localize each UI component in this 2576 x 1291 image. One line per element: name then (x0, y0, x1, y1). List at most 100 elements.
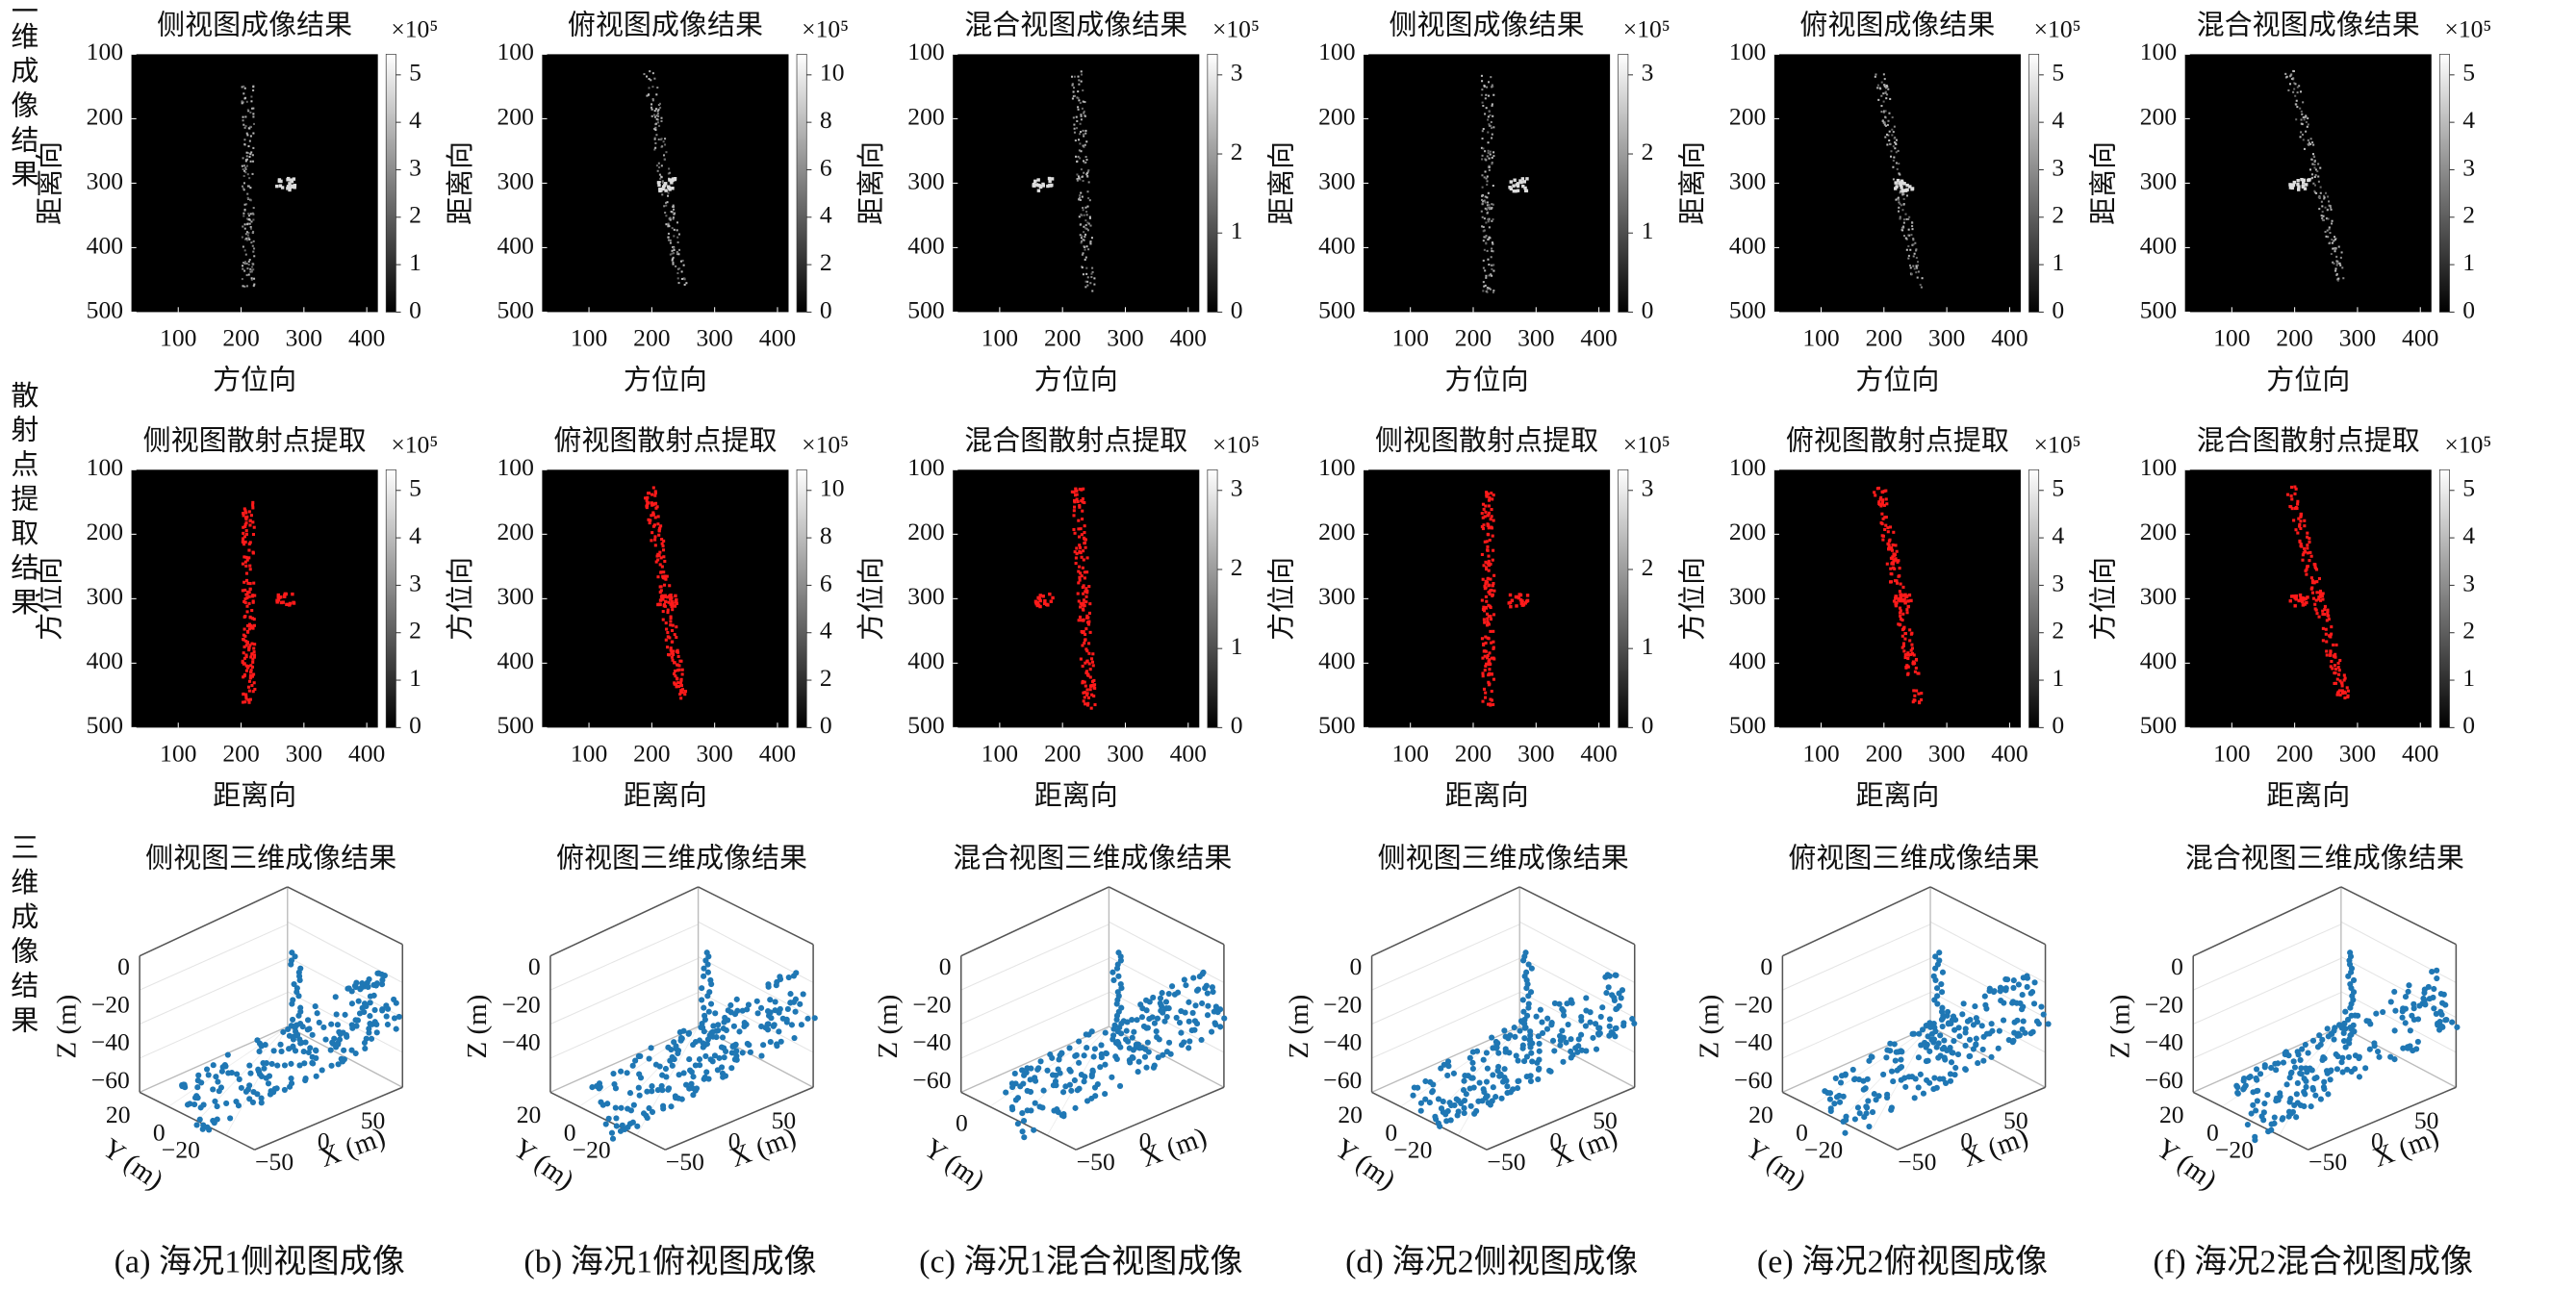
point (2312, 1092, 2319, 1099)
texture (659, 177, 662, 180)
x-tick-label: 200 (222, 323, 259, 351)
point (2442, 1017, 2449, 1024)
point (2341, 1020, 2348, 1027)
texture (1488, 538, 1492, 543)
texture (1486, 548, 1490, 552)
point (1440, 1098, 1446, 1105)
texture (1901, 642, 1906, 646)
colorbar-tick-label: 0 (409, 711, 421, 739)
texture (1483, 540, 1487, 544)
point (1568, 1048, 1574, 1055)
texture (2328, 200, 2331, 203)
point (2339, 1069, 2346, 1076)
texture (2317, 180, 2320, 183)
texture (1900, 189, 1905, 193)
axis-box (960, 886, 1109, 957)
texture (2341, 266, 2344, 269)
point (1137, 1001, 1144, 1008)
point (1032, 1075, 1038, 1081)
texture (1889, 97, 1892, 100)
texture (1898, 172, 1900, 175)
texture (2329, 241, 2332, 244)
texture (673, 177, 676, 182)
texture (244, 653, 248, 657)
texture (673, 235, 676, 238)
axis-box (1075, 1086, 1225, 1151)
texture (1900, 179, 1904, 183)
texture (286, 187, 290, 190)
texture (1078, 615, 1083, 619)
texture (1525, 177, 1529, 181)
texture (2334, 269, 2337, 272)
texture (1484, 641, 1488, 646)
texture (1884, 489, 1888, 493)
x-tick-label: 50 (1593, 1106, 1618, 1134)
texture (1916, 266, 1919, 269)
point (2020, 1003, 2027, 1010)
texture (1086, 205, 1089, 208)
texture (2293, 604, 2297, 608)
texture (1492, 646, 1495, 649)
texture (2340, 692, 2344, 696)
texture (666, 608, 670, 612)
texture (1882, 503, 1886, 507)
texture (1917, 270, 1920, 273)
point (710, 1023, 717, 1029)
texture (2296, 86, 2299, 89)
texture (1484, 201, 1487, 204)
texture (2332, 654, 2335, 658)
point (635, 1084, 642, 1091)
texture (2313, 175, 2316, 178)
texture (2338, 658, 2342, 663)
z-tick-label: 0 (1350, 952, 1363, 980)
point (191, 1095, 199, 1101)
texture (1489, 614, 1492, 619)
texture (681, 277, 684, 281)
texture (1071, 83, 1074, 86)
point (1551, 1000, 1558, 1007)
point (1442, 1111, 1449, 1118)
texture (250, 270, 253, 273)
texture (1080, 191, 1083, 194)
point (2405, 988, 2411, 995)
point (2433, 1010, 2439, 1017)
point (2248, 1110, 2255, 1117)
z-tick-label: 0 (528, 952, 541, 980)
point (632, 1057, 639, 1064)
point (309, 1059, 316, 1067)
colorbar-tick-label: 10 (820, 59, 845, 87)
point (1983, 1030, 1990, 1037)
texture (678, 693, 682, 696)
texture (1895, 579, 1899, 583)
x-tick-label: 100 (160, 323, 196, 351)
x-tick-label: −50 (666, 1148, 704, 1176)
point (371, 1006, 378, 1014)
point (1211, 1020, 1218, 1026)
texture (1491, 133, 1493, 136)
texture (2337, 277, 2340, 280)
texture (2297, 188, 2301, 191)
point (1461, 1077, 1467, 1084)
texture (242, 507, 246, 511)
point (2024, 983, 2030, 991)
point (1986, 988, 1993, 995)
texture (1042, 601, 1047, 606)
colorbar-tick-label: 5 (409, 474, 421, 502)
point (1522, 1025, 1529, 1031)
axis-box (698, 886, 814, 946)
point (1071, 1076, 1078, 1084)
axis-box (1109, 921, 1225, 983)
z-tick-label: −20 (502, 990, 541, 1018)
texture (663, 559, 667, 564)
texture (651, 486, 655, 490)
point (1909, 1030, 1916, 1037)
texture (1091, 290, 1094, 292)
texture (1080, 150, 1083, 153)
texture (243, 600, 247, 605)
z-tick-label: −60 (912, 1066, 951, 1094)
texture (1091, 266, 1094, 269)
point (1212, 1003, 1219, 1010)
point (1183, 982, 1189, 989)
texture (1490, 120, 1492, 123)
texture (1482, 259, 1485, 262)
